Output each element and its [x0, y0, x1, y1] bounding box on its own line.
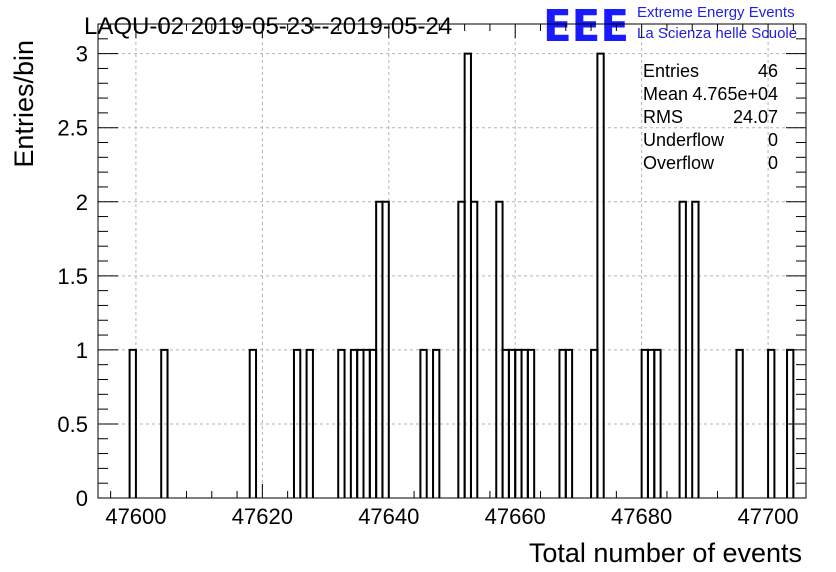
stats-value: 4.765e+04 — [692, 84, 778, 104]
logo-line-1: Extreme Energy Events — [637, 4, 795, 21]
y-tick-label: 2 — [76, 190, 88, 215]
y-tick-label: 1.5 — [57, 264, 88, 289]
histogram-bin — [735, 348, 744, 498]
histogram-bin — [432, 348, 441, 498]
y-tick-labels: 0 0.5 1 1.5 2 2.5 3 — [57, 42, 88, 511]
x-tick-label: 47660 — [485, 504, 546, 529]
logo-line-2: La Scienza nelle Scuole — [637, 25, 797, 42]
histogram-bin — [691, 200, 700, 498]
eee-logo: EEE Extreme Energy Events La Scienza nel… — [543, 1, 797, 52]
stats-value: 24.07 — [733, 107, 778, 127]
y-tick-label: 0.5 — [57, 412, 88, 437]
x-tick-label: 47600 — [105, 504, 166, 529]
grid — [98, 24, 806, 498]
y-tick-label: 2.5 — [57, 116, 88, 141]
x-tick-labels: 47600 47620 47640 47660 47680 47700 — [105, 504, 798, 529]
x-tick-label: 47620 — [232, 504, 293, 529]
stats-label: Overflow — [643, 153, 715, 173]
histogram-bin — [248, 348, 258, 498]
y-axis-label: Entries/bin — [9, 40, 39, 168]
y-tick-label: 1 — [76, 338, 88, 363]
x-tick-label: 47640 — [358, 504, 419, 529]
histogram-bin — [767, 348, 776, 498]
histogram-bin — [469, 200, 479, 498]
stats-label: Entries — [643, 61, 699, 81]
stats-label: RMS — [643, 107, 683, 127]
histogram-bin — [160, 348, 169, 498]
stats-value: 0 — [768, 153, 778, 173]
histogram-bin — [305, 348, 314, 498]
x-axis-label: Total number of events — [529, 538, 802, 568]
histogram-bin — [292, 348, 302, 498]
x-tick-label: 47700 — [737, 504, 798, 529]
x-tick-label: 47680 — [611, 504, 672, 529]
histogram-bin — [596, 52, 605, 498]
stats-label: Underflow — [643, 130, 725, 150]
stats-label: Mean — [643, 84, 688, 104]
stats-value: 46 — [758, 61, 778, 81]
histogram-bin — [678, 200, 687, 498]
y-tick-label: 0 — [76, 486, 88, 511]
y-tick-label: 3 — [76, 42, 88, 67]
histogram-bin — [419, 348, 428, 498]
chart-title: LAQU-02 2019-05-23--2019-05-24 — [84, 13, 452, 40]
histogram-bin — [381, 200, 390, 498]
histogram-bin — [564, 348, 574, 498]
histogram-bin — [128, 348, 137, 498]
eee-logo-mark: EEE — [543, 1, 629, 52]
stats-value: 0 — [768, 130, 778, 150]
axis-ticks — [98, 23, 806, 499]
histogram-bin — [653, 348, 662, 498]
stats-box: Entries 46 Mean 4.765e+04 RMS 24.07 Underflow 0… — [643, 61, 778, 173]
histogram-bin — [337, 348, 346, 498]
histogram-bin — [526, 348, 536, 498]
